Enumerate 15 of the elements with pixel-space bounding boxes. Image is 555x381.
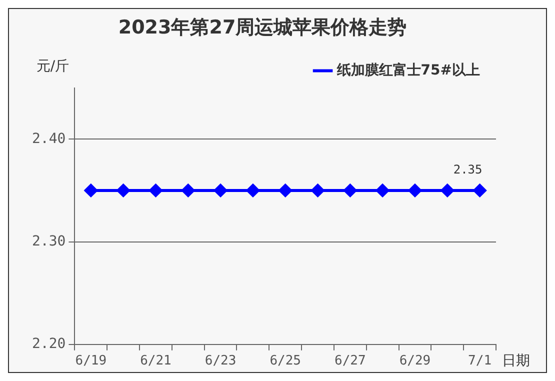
- x-tick-label: 6/29: [399, 354, 431, 369]
- data-label: 2.35: [453, 162, 482, 177]
- x-tick-label: 7/1: [468, 354, 492, 369]
- x-tick-label: 6/21: [140, 354, 172, 369]
- y-tick-label: 2.40: [32, 130, 66, 147]
- chart-title: 2023年第27周运城苹果价格走势: [118, 16, 407, 38]
- legend-label: 纸加膜红富士75#以上: [336, 61, 480, 78]
- x-tick-label: 6/27: [334, 354, 366, 369]
- x-tick-label: 6/23: [204, 354, 236, 369]
- x-axis-title: 日期: [502, 353, 530, 370]
- y-axis-title: 元/斤: [36, 58, 70, 74]
- x-tick-label: 6/25: [270, 354, 302, 369]
- y-tick-label: 2.20: [32, 336, 66, 352]
- y-tick-label: 2.30: [32, 233, 66, 250]
- x-tick-label: 6/19: [75, 354, 107, 369]
